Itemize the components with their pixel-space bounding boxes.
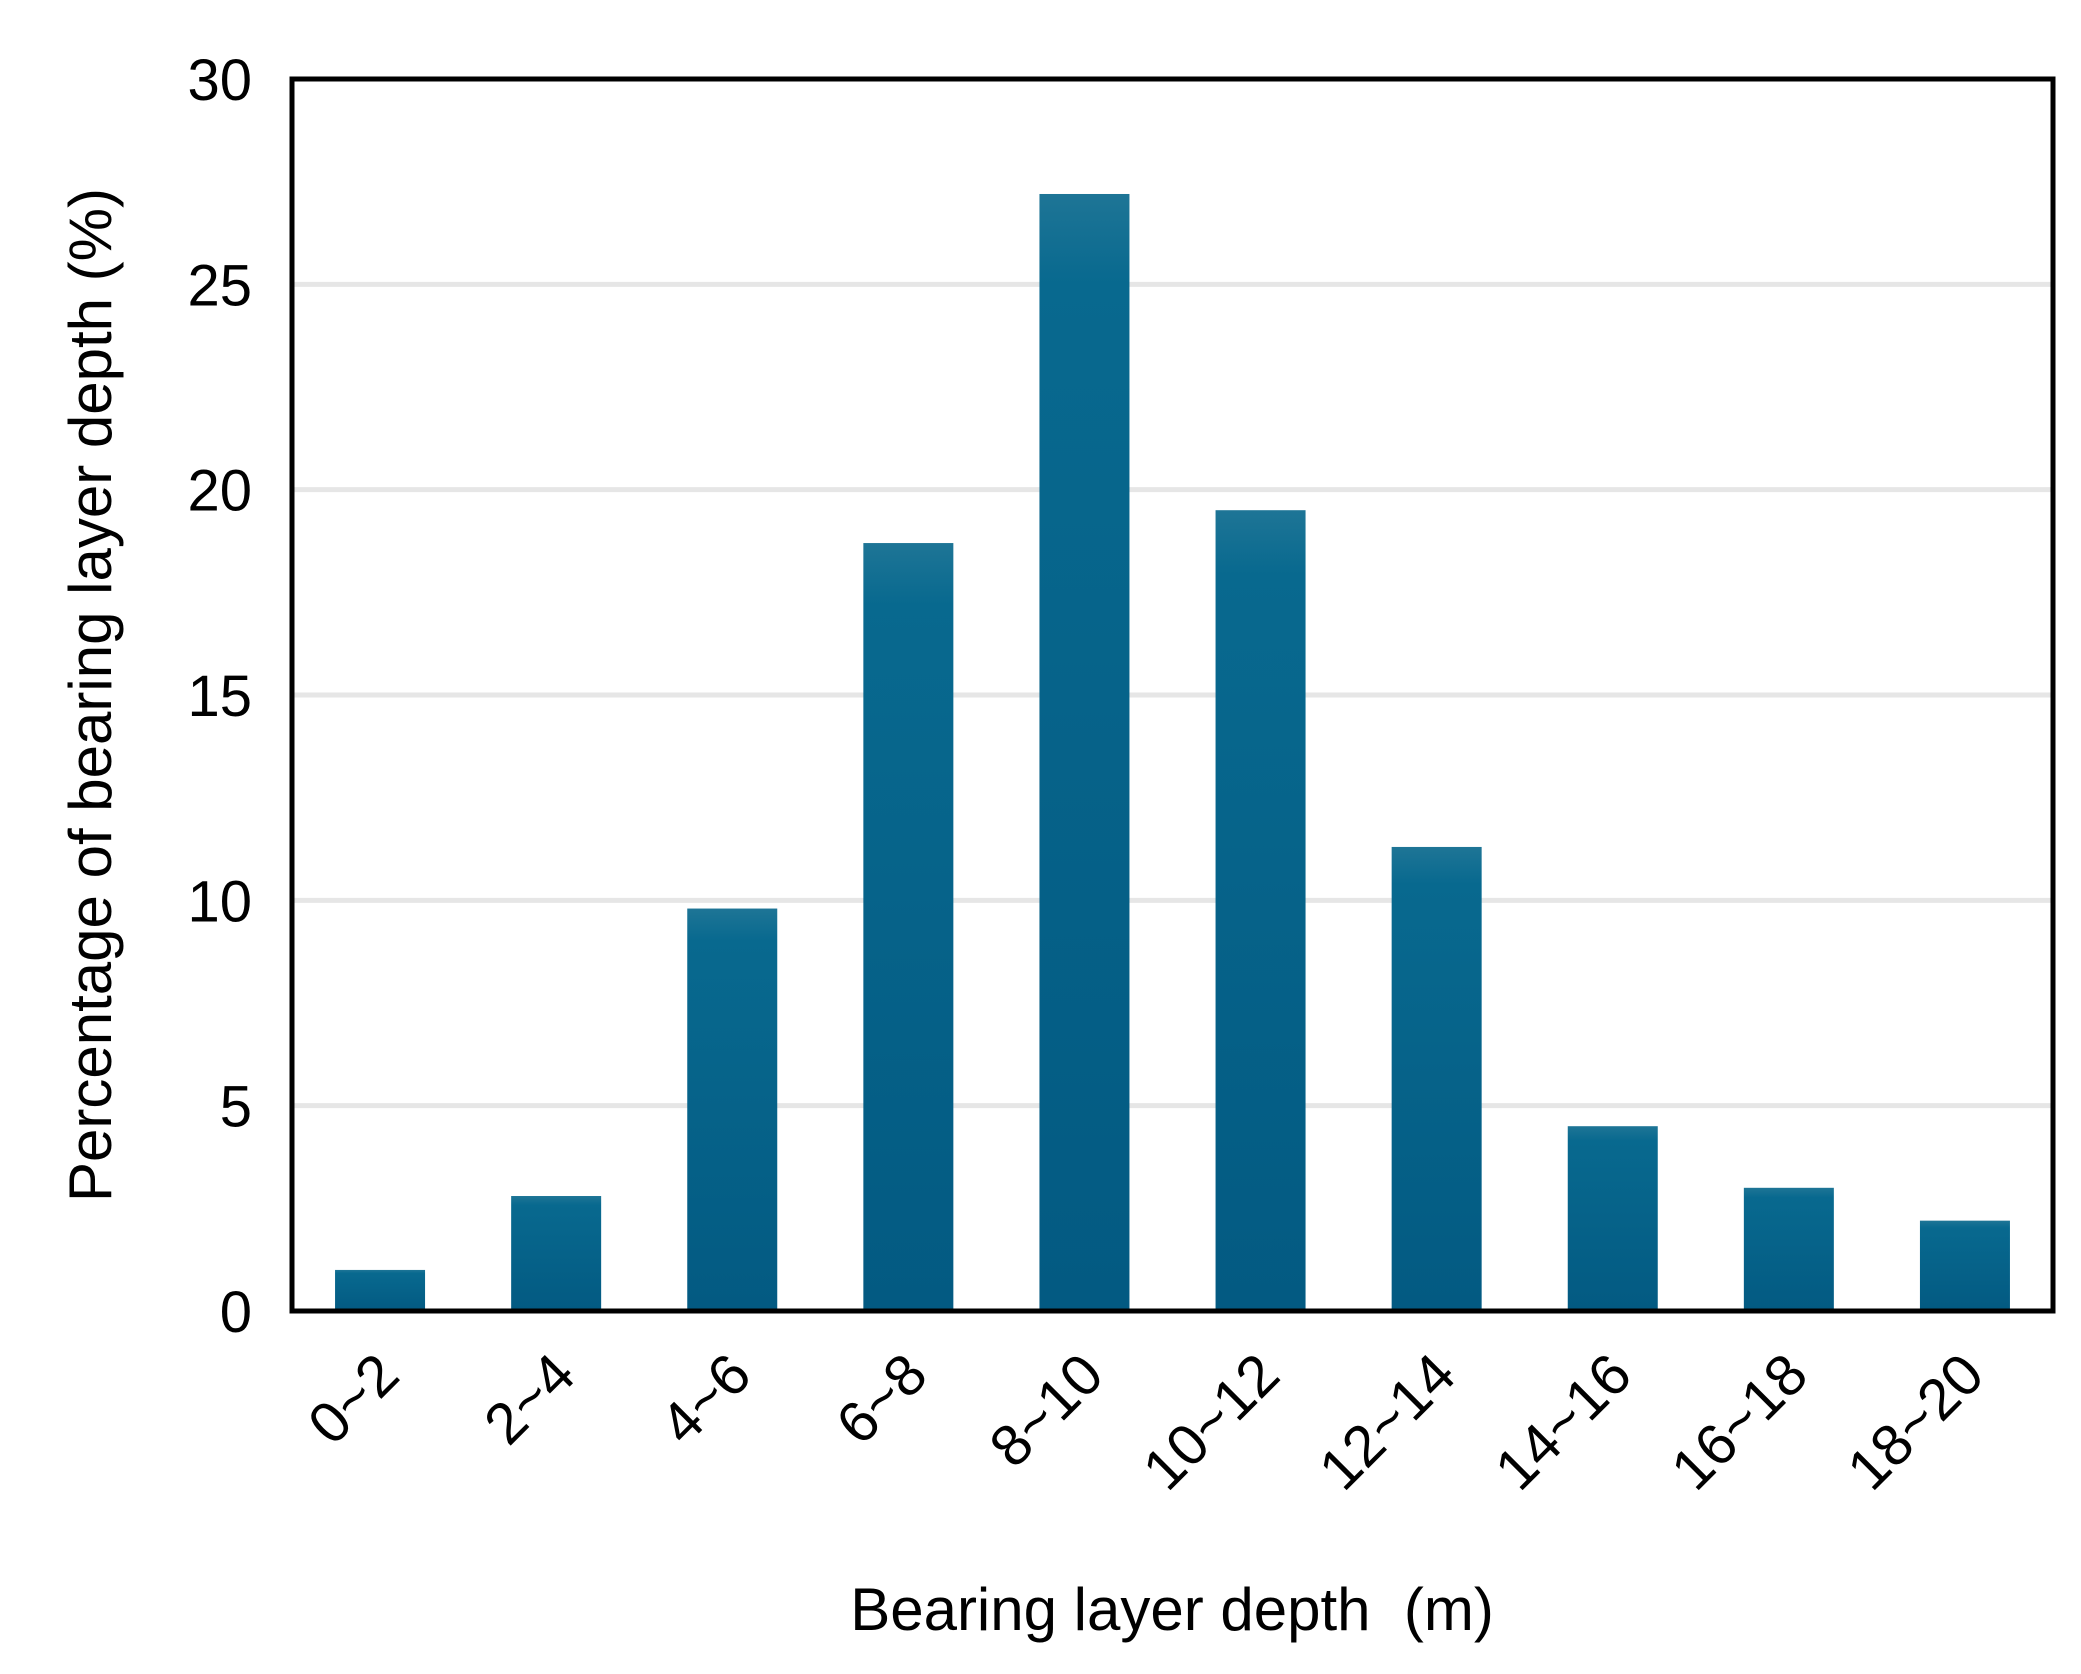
bar-6~8 [863, 543, 954, 1311]
bars [335, 193, 2010, 1311]
plot-area-frame [289, 76, 2056, 1314]
bar-0~2 [335, 1269, 426, 1311]
gridlines [292, 281, 2053, 1109]
x-tick-label: 14~16 [1483, 1341, 1644, 1502]
x-tick-label: 0~2 [296, 1341, 412, 1457]
y-tick-label: 20 [187, 459, 252, 524]
y-tick-label: 15 [187, 664, 252, 729]
x-axis-title: Bearing layer depth (m) [850, 1576, 1494, 1643]
bar-4~6 [687, 908, 778, 1311]
x-tick-label: 6~8 [824, 1341, 940, 1457]
y-tick-label: 5 [220, 1075, 252, 1140]
x-tick-label: 12~14 [1307, 1341, 1468, 1502]
bar-10~12 [1215, 510, 1306, 1311]
x-tick-label: 2~4 [472, 1341, 588, 1457]
x-tick-label: 18~20 [1835, 1341, 1996, 1502]
bar-2~4 [511, 1196, 602, 1311]
y-tick-label: 10 [187, 869, 252, 934]
y-tick-label: 30 [187, 48, 252, 113]
x-tick-label: 4~6 [648, 1341, 764, 1457]
x-tick-label: 8~10 [977, 1341, 1115, 1479]
y-axis-tick-labels: 0 5 10 15 20 25 30 [187, 48, 252, 1345]
x-axis-tick-labels: 0~2 2~4 4~6 6~8 8~10 10~12 12~14 14~16 16~18 18~2… [296, 1341, 1996, 1502]
x-tick-label: 16~18 [1659, 1341, 1820, 1502]
bar-16~18 [1743, 1187, 1834, 1311]
y-tick-label: 0 [220, 1280, 252, 1345]
bar-14~16 [1567, 1126, 1658, 1311]
y-axis-title: Percentage of bearing layer depth (%) [57, 188, 124, 1202]
bar-8~10 [1039, 193, 1130, 1311]
x-tick-label: 10~12 [1131, 1341, 1292, 1502]
bar-12~14 [1391, 846, 1482, 1311]
bar-18~20 [1919, 1220, 2010, 1311]
y-tick-label: 25 [187, 253, 252, 318]
